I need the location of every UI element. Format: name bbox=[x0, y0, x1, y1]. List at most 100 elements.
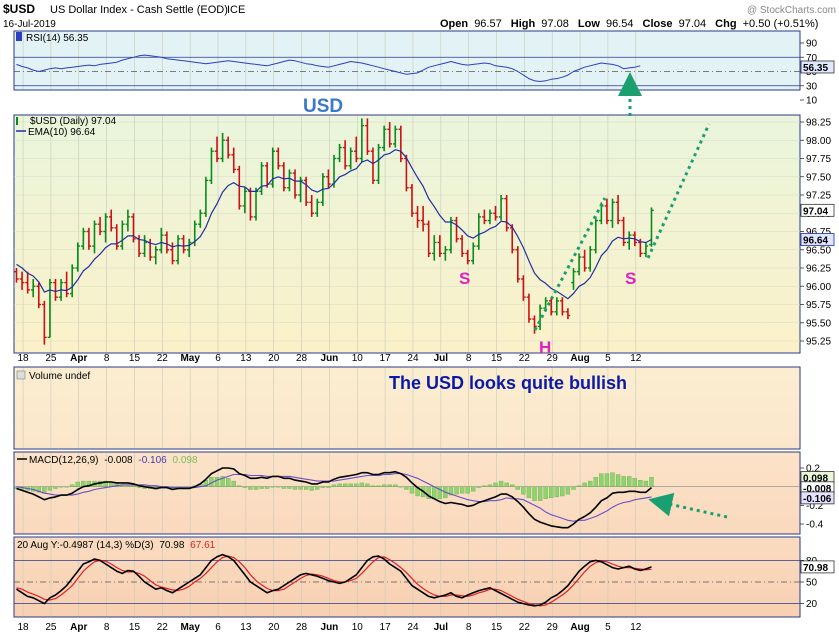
x-tick-label: 17 bbox=[380, 622, 392, 633]
stoch-label-d: 67.61 bbox=[190, 540, 215, 551]
stoch-k-line bbox=[16, 553, 652, 607]
macd-histogram-bar bbox=[359, 482, 364, 487]
price-axis-tick-label: 95.25 bbox=[806, 337, 831, 348]
ema-current-value-box bbox=[800, 233, 835, 246]
macd-histogram-bar bbox=[504, 482, 509, 487]
x-tick-label: 6 bbox=[215, 353, 221, 364]
macd-histogram-bar bbox=[136, 486, 142, 488]
macd-histogram-bar bbox=[226, 478, 231, 487]
price-axis-tick-label: 95.75 bbox=[806, 300, 831, 311]
rsi-label: RSI(14) 56.35 bbox=[26, 33, 89, 44]
usd-annotation: USD bbox=[303, 96, 343, 117]
stoch-axis-tick-label: 20 bbox=[806, 599, 818, 610]
stoch-label: 20 Aug Y:-0.4987 (14,3) %D(3) 70.98 67.6… bbox=[17, 540, 216, 551]
macd-histogram-bar bbox=[259, 486, 264, 489]
macd-signal-value: -0.106 bbox=[803, 494, 832, 505]
macd-histogram-bar bbox=[549, 486, 554, 499]
price-axis-tick-label: 96.00 bbox=[806, 282, 831, 293]
x-tick-label: 13 bbox=[240, 353, 252, 364]
macd-current-value: -0.008 bbox=[803, 484, 832, 495]
volume-panel bbox=[13, 366, 801, 450]
macd-histogram-bar bbox=[627, 476, 632, 487]
macd-histogram-bar bbox=[103, 480, 108, 487]
x-tick-label: 8 bbox=[466, 353, 472, 364]
bullish-note: The USD looks quite bullish bbox=[389, 373, 627, 393]
rsi-current-value: 56.35 bbox=[803, 63, 828, 74]
macd-histogram-bar bbox=[599, 473, 604, 487]
price-label: $USD (Daily) 97.04 bbox=[30, 116, 117, 127]
vertical-gridlines bbox=[22, 32, 637, 616]
instrument-name: US Dollar Index - Cash Settle (EOD) bbox=[50, 4, 228, 16]
macd-label-signal: -0.106 bbox=[138, 455, 167, 466]
x-tick-label: 8 bbox=[104, 622, 110, 633]
rsi-panel bbox=[13, 30, 801, 91]
macd-histogram-bar bbox=[498, 480, 504, 487]
macd-histogram-bar bbox=[632, 478, 637, 487]
head-label: H bbox=[539, 338, 551, 357]
macd-histogram-bar bbox=[571, 486, 576, 490]
price-axis-tick-label: 98.25 bbox=[806, 118, 831, 129]
macd-histogram-bar bbox=[515, 486, 520, 490]
macd-histogram-bar bbox=[532, 486, 537, 501]
x-tick-label: 24 bbox=[407, 353, 419, 364]
macd-histogram-bar bbox=[270, 486, 275, 488]
price-axis-tick-label: 96.75 bbox=[806, 227, 831, 238]
macd-histogram-bar bbox=[465, 486, 470, 494]
x-tick-label: 20 bbox=[268, 353, 280, 364]
macd-histogram-bar bbox=[131, 485, 136, 487]
macd-histogram-bar bbox=[448, 486, 454, 496]
macd-histogram-bar bbox=[309, 486, 314, 491]
macd-histogram-bar bbox=[604, 473, 610, 487]
ema-current-value: 96.64 bbox=[803, 236, 828, 247]
chart-date: 16-Jul-2019 bbox=[3, 19, 56, 30]
macd-histogram-bar bbox=[476, 486, 481, 488]
x-tick-label: 15 bbox=[129, 622, 141, 633]
macd-histogram-bar bbox=[537, 486, 543, 501]
macd-histogram-bar bbox=[75, 481, 80, 487]
macd-histogram-bar bbox=[526, 486, 532, 499]
panel-labels: RSI(14) 56.35 $USD (Daily) 97.04 EMA(10)… bbox=[16, 32, 216, 551]
open-value: 96.57 bbox=[474, 18, 502, 30]
macd-histogram-bar bbox=[237, 485, 242, 487]
macd-axis-tick-label: -0.2 bbox=[806, 501, 824, 512]
macd-histogram-bar bbox=[214, 477, 220, 487]
x-tick-label: 5 bbox=[605, 353, 611, 364]
ema-label: EMA(10) 96.64 bbox=[28, 127, 96, 138]
x-tick-label: 20 bbox=[268, 622, 280, 633]
rsi-layer: 907050301056.35 bbox=[14, 39, 835, 107]
stoch-label-prefix: 20 Aug Y:-0.4987 (14,3) %D(3) bbox=[17, 540, 154, 551]
x-tick-label: May bbox=[180, 353, 200, 364]
x-tick-label: 22 bbox=[157, 353, 169, 364]
macd-histogram-bar bbox=[276, 486, 281, 488]
macd-histogram-bar bbox=[493, 482, 498, 487]
x-tick-label: 15 bbox=[129, 353, 141, 364]
macd-histogram-bar bbox=[398, 486, 403, 488]
price-axis-tick-label: 97.25 bbox=[806, 191, 831, 202]
macd-signal-value-box bbox=[800, 491, 835, 505]
macd-histogram-bar bbox=[582, 482, 587, 487]
rsi-axis-tick-label: 90 bbox=[806, 39, 818, 50]
macd-histogram-bar bbox=[58, 486, 64, 488]
macd-histogram-bar bbox=[615, 474, 621, 487]
exchange: ICE bbox=[227, 4, 245, 16]
ohlc-readout: Open 96.57 High 97.08 Low 96.54 Close 97… bbox=[440, 18, 818, 30]
price-axis-tick-label: 97.75 bbox=[806, 154, 831, 165]
rsi-axis-tick-label: 30 bbox=[806, 81, 818, 92]
x-tick-label: 10 bbox=[352, 622, 364, 633]
left-shoulder-label: S bbox=[459, 269, 470, 288]
macd-label-prefix: MACD(12,26,9) bbox=[29, 455, 98, 466]
price-panel bbox=[13, 114, 801, 354]
x-tick-label: 12 bbox=[630, 622, 642, 633]
price-axis-tick-label: 95.50 bbox=[806, 318, 831, 329]
macd-hist-value: 0.098 bbox=[803, 474, 828, 485]
macd-histogram-bar bbox=[320, 486, 326, 488]
ema-line bbox=[16, 149, 652, 300]
right-shoulder-label: S bbox=[625, 269, 636, 288]
x-tick-label: 24 bbox=[407, 622, 419, 633]
macd-histogram-bar bbox=[248, 486, 253, 490]
x-tick-label: 6 bbox=[215, 622, 221, 633]
stoch-current-value: 70.98 bbox=[803, 563, 828, 574]
stoch-current-value-box bbox=[800, 560, 835, 574]
price-axis-tick-label: 96.25 bbox=[806, 264, 831, 275]
